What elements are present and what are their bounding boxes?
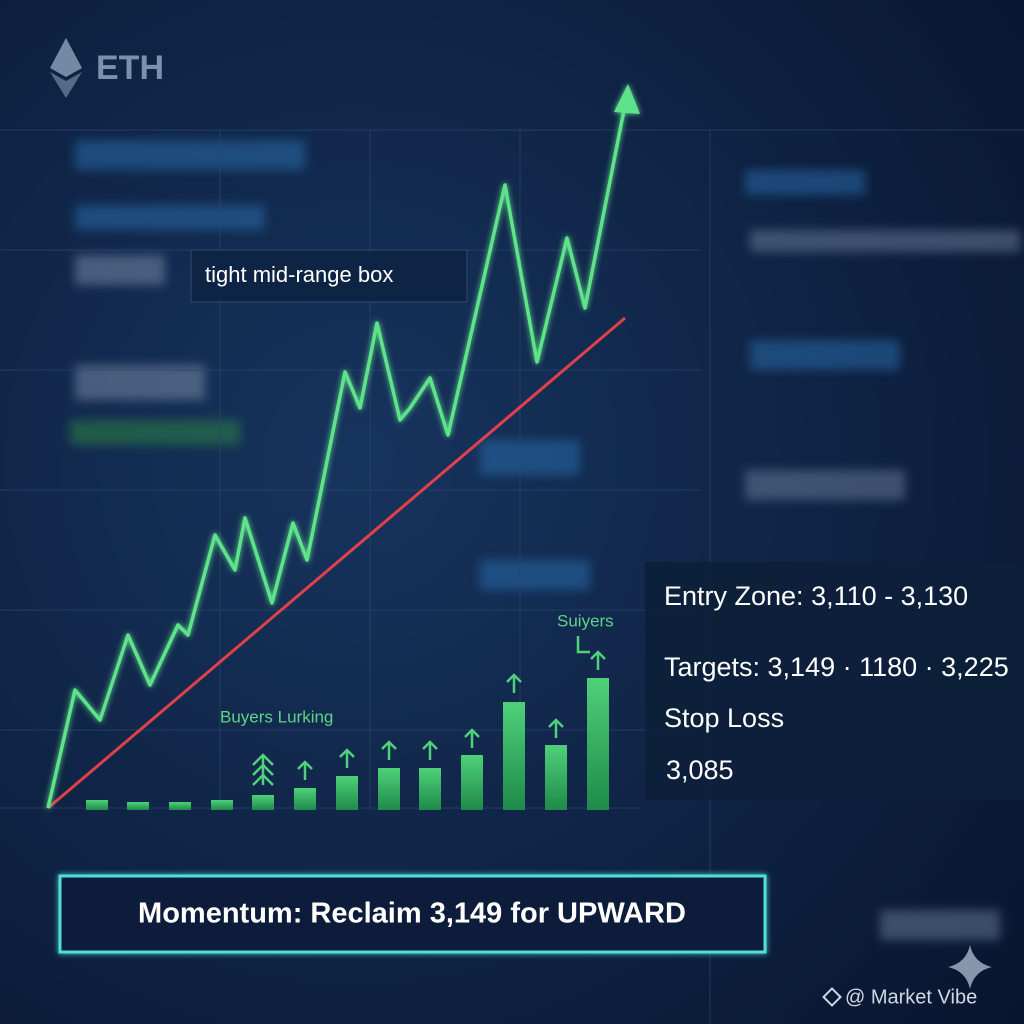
- annotation: tight mid-range box: [205, 262, 393, 287]
- eth-icon: [50, 38, 82, 98]
- stop-loss-value: 3,085: [666, 755, 734, 785]
- blurred-background: [70, 140, 1020, 940]
- footer-icon: [822, 987, 842, 1007]
- banner-box: [58, 874, 767, 954]
- volume-bars: [86, 678, 609, 810]
- trend-line: [47, 316, 626, 810]
- stop-loss-label: Stop Loss: [664, 703, 784, 733]
- footer: @ Market Vibe: [845, 986, 977, 1008]
- annotation-box: [190, 249, 468, 303]
- entry-zone: Entry Zone: 3,110 - 3,130: [664, 581, 968, 611]
- trade-panel: [645, 562, 1024, 800]
- targets: Targets: 3,149 · 1180 · 3,225: [664, 652, 1009, 682]
- buyers-label: Buyers Lurking: [220, 707, 333, 726]
- buy-arrows: [252, 636, 606, 786]
- logo: ETH: [96, 49, 164, 87]
- price-line: [46, 84, 640, 809]
- banner: Momentum: Reclaim 3,149 for UPWARD: [138, 898, 686, 930]
- buyers-label-right: Suiyers: [557, 611, 614, 630]
- sparkle: [948, 945, 992, 989]
- grid: [0, 129, 1024, 1024]
